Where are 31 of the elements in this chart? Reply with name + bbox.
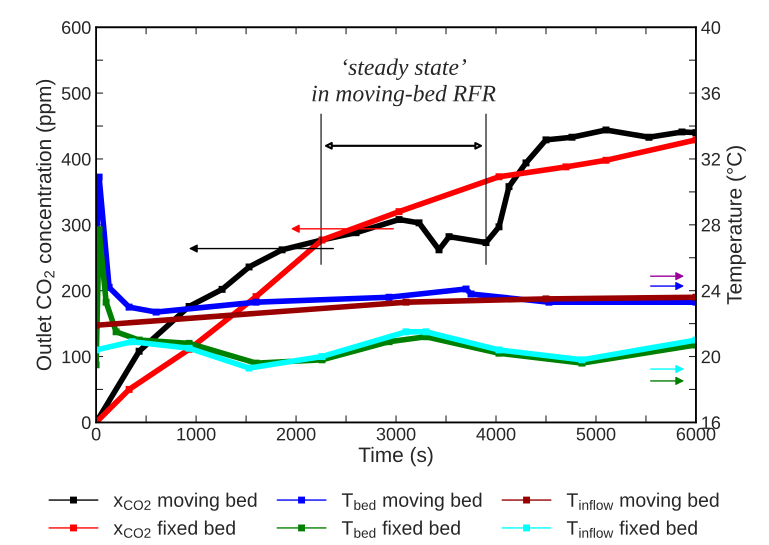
y2-tick-label: 20 (702, 350, 720, 364)
y-axis-title: Outlet CO$_{2}$ concentration (ppm) (36, 80, 56, 370)
x-tick-label: 4000 (476, 428, 516, 440)
legend-label: T$_{inflow}$ moving bed (566, 492, 718, 511)
legend-label: T$_{inflow}$ fixed bed (566, 520, 697, 538)
y2-tick-label: 24 (702, 284, 720, 298)
x-tick-label: 2000 (276, 428, 316, 440)
y2-axis-title: Temperature (°C) (726, 146, 746, 304)
annotation: ‘steady state’ in moving-bed RFR (312, 58, 496, 106)
y-tick-label: 400 (62, 152, 91, 166)
x-tick-label: 5000 (576, 428, 616, 440)
y2-tick-label: 36 (701, 87, 720, 100)
y-tick-label: 300 (62, 218, 91, 232)
x-axis-title: Time (s) (358, 446, 433, 466)
y2-tick-label: 40 (701, 21, 720, 34)
y-tick-label: 200 (62, 284, 91, 298)
legend-label: x$_{CO2}$ moving bed (114, 492, 256, 511)
y2-tick-label: 32 (701, 152, 720, 166)
y-tick-label: 600 (62, 21, 91, 34)
legend-label: x$_{CO2}$ fixed bed (114, 520, 235, 538)
y-tick-label: 0 (82, 416, 91, 430)
y2-tick-label: 28 (702, 218, 720, 232)
x-tick-label: 1000 (177, 428, 216, 440)
x-tick-label: 0 (92, 428, 100, 440)
y-tick-label: 100 (62, 350, 91, 364)
x-tick-label: 3000 (376, 428, 416, 440)
legend-label: T$_{bed}$ fixed bed (342, 520, 460, 538)
y2-tick-label: 16 (702, 416, 720, 430)
legend-label: T$_{bed}$ moving bed (342, 492, 482, 511)
y-tick-label: 500 (62, 87, 91, 100)
x-tick-label: 6000 (676, 428, 716, 440)
